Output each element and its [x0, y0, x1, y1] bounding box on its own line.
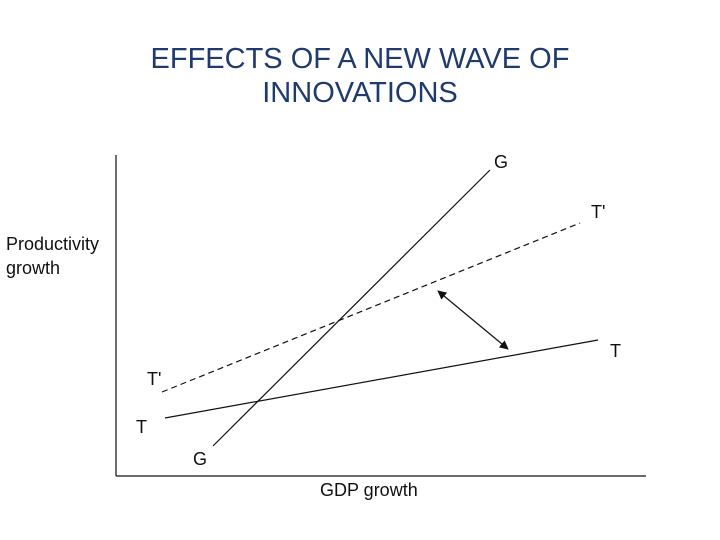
tprime-line: [161, 222, 581, 393]
x-axis-label: GDP growth: [320, 480, 418, 500]
slide-title: EFFECTS OF A NEW WAVE OF INNOVATIONS: [0, 42, 720, 110]
t-line: [164, 339, 599, 419]
title-line-2: INNOVATIONS: [262, 77, 458, 109]
y-axis-label-line-1: Productivity: [6, 234, 99, 254]
title-line-1: EFFECTS OF A NEW WAVE OF: [150, 43, 570, 75]
tprime-line-start-label: T': [147, 369, 161, 389]
t-line-start-label: T: [136, 417, 147, 437]
y-axis-label-line-2: growth: [6, 258, 60, 278]
g-line-end-label: G: [494, 152, 508, 172]
t-line-end-label: T: [610, 341, 621, 361]
g-line: [212, 169, 491, 447]
g-line-start-label: G: [193, 449, 207, 469]
tprime-line-end-label: T': [591, 202, 605, 222]
double-headed-arrow-icon: [437, 290, 509, 350]
